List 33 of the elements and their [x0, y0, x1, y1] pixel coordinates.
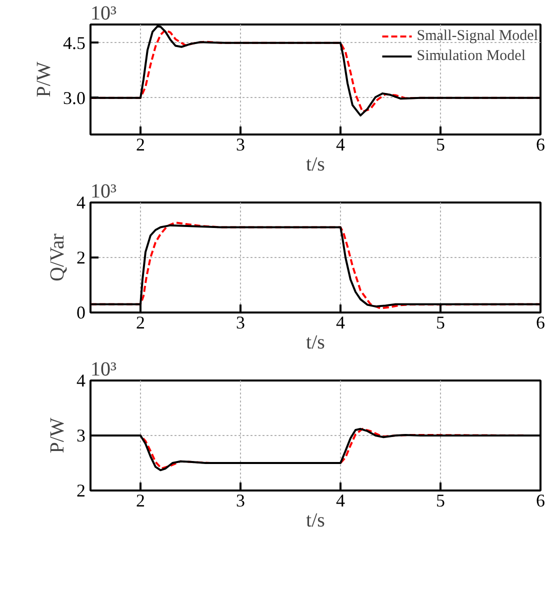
- x-axis-title: t/s: [306, 332, 326, 354]
- y-axis-title: P/W: [46, 418, 68, 454]
- y-tick-label: 4: [76, 370, 86, 390]
- legend-label: Small-Signal Model: [416, 28, 538, 44]
- y-tick-label: 4: [76, 192, 86, 212]
- x-axis-title: t/s: [306, 154, 326, 176]
- y-tick-label: 3: [76, 426, 86, 446]
- x-tick-label: 6: [536, 490, 545, 510]
- x-tick-label: 3: [236, 490, 245, 510]
- annotation: 10³: [90, 358, 116, 380]
- y-tick-label: 0: [76, 302, 86, 322]
- x-tick-label: 3: [236, 134, 245, 154]
- y-tick-label: 2: [76, 248, 86, 268]
- x-tick-label: 2: [136, 490, 145, 510]
- x-tick-label: 5: [436, 134, 445, 154]
- x-axis-title: t/s: [306, 510, 326, 532]
- x-tick-label: 2: [136, 134, 145, 154]
- x-tick-label: 6: [536, 312, 545, 332]
- legend-label: Simulation Model: [416, 48, 526, 64]
- y-tick-label: 4.5: [63, 32, 86, 53]
- x-tick-label: 3: [236, 312, 245, 332]
- y-axis-title: Q/Var: [46, 233, 68, 282]
- x-tick-label: 4: [336, 490, 345, 510]
- x-tick-label: 4: [336, 312, 345, 332]
- x-tick-label: 2: [136, 312, 145, 332]
- x-tick-label: 6: [536, 134, 545, 154]
- y-axis-title: P/W: [33, 62, 55, 98]
- x-tick-label: 5: [436, 312, 445, 332]
- x-tick-label: 5: [436, 490, 445, 510]
- annotation: 10³: [90, 2, 116, 24]
- y-tick-label: 3.0: [63, 88, 86, 108]
- annotation: 10³: [90, 180, 116, 202]
- x-tick-label: 4: [336, 134, 345, 154]
